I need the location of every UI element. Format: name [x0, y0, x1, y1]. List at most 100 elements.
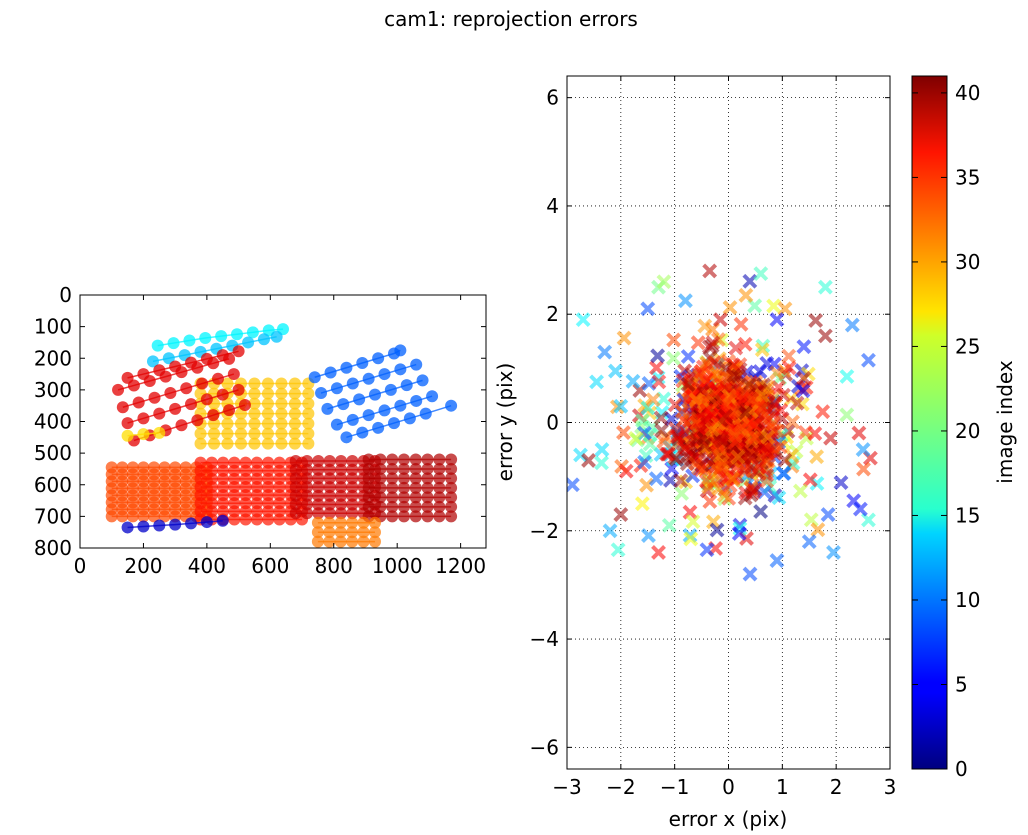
error-point-stroke: [727, 434, 743, 450]
position-point: [323, 507, 336, 520]
error-point: [754, 387, 770, 403]
position-point: [368, 516, 381, 529]
position-point: [311, 526, 324, 539]
error-point: [776, 387, 791, 403]
position-point: [261, 407, 274, 420]
position-point: [312, 489, 325, 502]
colorbar-tick-label: 15: [955, 503, 980, 527]
error-point-stroke: [771, 379, 787, 395]
error-point-stroke: [739, 364, 755, 380]
position-point: [169, 510, 182, 523]
error-point-stroke: [616, 425, 631, 440]
error-point-stroke: [846, 493, 862, 509]
position-point: [362, 372, 375, 385]
error-point-stroke: [639, 477, 654, 493]
error-point: [792, 483, 808, 499]
error-point-stroke: [747, 482, 763, 498]
error-point: [754, 342, 770, 358]
error-point-stroke: [690, 335, 706, 351]
error-point-stroke: [733, 316, 749, 332]
position-point: [346, 507, 359, 520]
error-point: [856, 461, 871, 477]
colorbar-tick-label: 0: [955, 757, 968, 781]
position-point: [388, 417, 401, 430]
error-point-stroke: [741, 377, 757, 393]
positions-ticks: 0 200 400 600 800 1000 1200 0 100 200 300 400 500 600…: [34, 283, 486, 578]
error-point: [589, 374, 605, 390]
error-point: [815, 404, 831, 420]
error-point: [738, 405, 753, 421]
position-point: [288, 437, 301, 450]
error-point: [651, 545, 666, 560]
position-point: [419, 407, 432, 420]
position-point: [394, 344, 407, 357]
position-point: [397, 491, 410, 504]
position-point: [248, 387, 261, 400]
error-point-stroke: [839, 407, 855, 423]
error-point: [817, 328, 833, 344]
errors-ytick-label: 0: [546, 411, 559, 435]
position-point: [330, 418, 343, 431]
error-point: [785, 414, 800, 430]
error-point-stroke: [726, 368, 742, 383]
errors-xlabel: error x (pix): [669, 807, 788, 831]
position-point: [346, 489, 359, 502]
error-point-stroke: [755, 338, 771, 354]
error-point-stroke: [769, 553, 785, 568]
position-point: [312, 472, 325, 485]
positions-ytick-label: 100: [34, 315, 72, 339]
position-point: [346, 516, 359, 529]
position-point: [232, 345, 245, 358]
position-point: [289, 455, 302, 468]
position-point: [275, 397, 288, 410]
position-point: [374, 491, 387, 504]
error-point-stroke: [665, 350, 681, 366]
position-point: [433, 500, 446, 513]
position-point: [248, 377, 261, 390]
error-point-stroke: [656, 434, 672, 449]
position-point: [409, 500, 422, 513]
position-point: [386, 481, 399, 494]
position-point: [200, 516, 213, 529]
position-point: [335, 489, 347, 502]
error-point: [833, 475, 849, 490]
error-point: [594, 442, 610, 457]
position-point: [185, 517, 198, 530]
error-point-stroke: [809, 476, 825, 491]
error-point-stroke: [792, 483, 808, 499]
position-point: [164, 387, 177, 400]
position-point: [232, 383, 245, 396]
position-point: [445, 453, 458, 466]
position-point: [148, 510, 161, 523]
error-point-stroke: [688, 456, 704, 471]
error-point: [753, 504, 769, 519]
error-point-stroke: [681, 371, 697, 387]
error-point-stroke: [649, 360, 664, 376]
position-point: [221, 437, 234, 450]
error-point-stroke: [794, 396, 810, 412]
position-point: [199, 332, 212, 345]
error-point-stroke: [666, 332, 682, 348]
error-point: [698, 452, 714, 467]
error-point-stroke: [640, 301, 656, 317]
position-point: [362, 472, 375, 485]
positions-ytick-label: 600: [34, 473, 72, 497]
positions-xtick-label: 200: [124, 554, 162, 578]
error-point-stroke: [727, 386, 743, 402]
errors-xtick-label: −3: [552, 775, 581, 799]
position-point: [374, 500, 387, 513]
error-point: [651, 374, 667, 390]
error-point-stroke: [715, 433, 730, 449]
position-point: [346, 413, 359, 426]
position-point: [374, 481, 387, 494]
error-point: [654, 423, 669, 439]
position-point: [302, 407, 315, 420]
errors-ticks: −3 −2 −1 0 1 2 3 −6 −4 −2 0 2 4 6: [530, 76, 896, 799]
position-point: [183, 334, 196, 347]
position-point: [323, 516, 336, 529]
position-point: [308, 371, 321, 384]
positions-plot: 0 200 400 600 800 1000 1200 0 100 200 300 400 500 600…: [34, 283, 487, 578]
error-point: [817, 279, 833, 295]
position-point: [116, 401, 129, 414]
error-point-stroke: [701, 389, 717, 404]
